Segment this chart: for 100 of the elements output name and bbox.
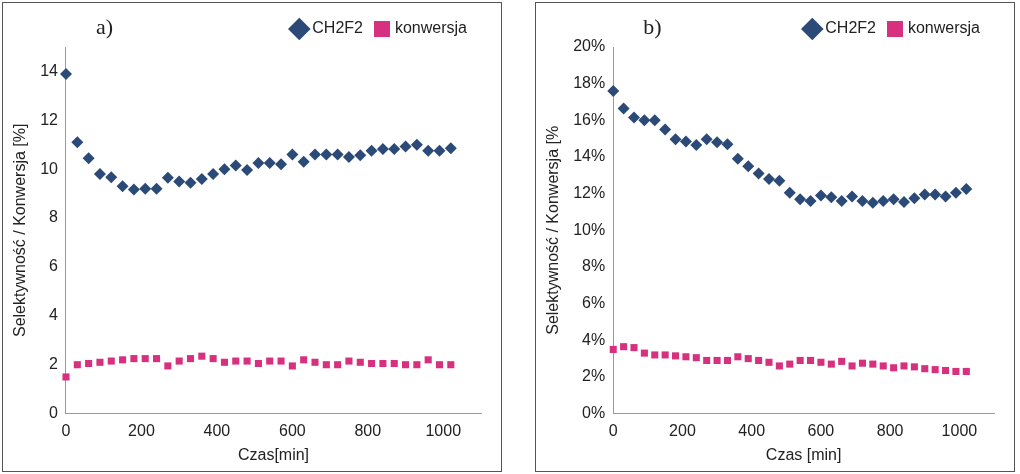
point (334, 361, 342, 369)
point (804, 194, 817, 207)
point (918, 188, 931, 201)
point (175, 357, 183, 365)
point (814, 189, 827, 202)
y-tick-label: 14 (40, 61, 59, 79)
point (734, 353, 742, 361)
x-tick-label: 400 (738, 421, 766, 439)
x-tick-label: 0 (608, 421, 618, 439)
point (218, 163, 231, 176)
point (648, 114, 661, 127)
point (921, 365, 929, 373)
y-tick-label: 10 (40, 159, 59, 177)
y-tick-label: 4% (582, 330, 606, 348)
point (835, 194, 848, 207)
point (254, 359, 262, 368)
point (93, 168, 106, 181)
point (723, 356, 731, 364)
point (127, 183, 140, 196)
point (682, 353, 690, 361)
point (241, 163, 254, 176)
point (379, 359, 387, 368)
y-tick-label: 8 (49, 208, 59, 226)
point (297, 155, 310, 168)
point (659, 123, 672, 136)
point (609, 345, 617, 353)
point (413, 361, 421, 369)
point (173, 175, 186, 188)
point (277, 357, 285, 365)
point (661, 351, 669, 359)
point (794, 193, 807, 206)
point (962, 367, 970, 375)
point (229, 159, 242, 172)
point (263, 157, 276, 170)
y-tick-label: 0% (582, 404, 606, 422)
point (139, 182, 152, 195)
x-tick-label: 800 (354, 421, 382, 439)
point (931, 366, 939, 374)
point (345, 357, 353, 365)
point (775, 362, 783, 370)
point (356, 358, 364, 366)
y-tick-label: 10% (573, 220, 606, 238)
point (331, 148, 344, 161)
point (960, 183, 973, 196)
y-tick-label: 20% (573, 37, 606, 55)
point (105, 171, 118, 184)
point (763, 172, 775, 185)
point (786, 360, 794, 368)
point (198, 352, 206, 360)
point (669, 133, 682, 146)
point (703, 356, 711, 364)
point (617, 102, 630, 115)
point (435, 361, 444, 369)
y-tick-label: 6% (582, 294, 606, 312)
point (692, 354, 700, 362)
point (848, 362, 856, 370)
point (62, 373, 70, 381)
point (184, 176, 197, 189)
point (773, 174, 786, 187)
point (858, 359, 866, 367)
point (783, 186, 796, 199)
point (288, 362, 296, 370)
point (444, 142, 457, 155)
text: b) (643, 13, 662, 39)
point (630, 344, 638, 352)
y-tick-label: 18% (573, 74, 606, 92)
point (376, 142, 389, 155)
point (627, 111, 640, 124)
x-tick-label: 1000 (941, 421, 978, 439)
point (447, 361, 455, 369)
point (85, 359, 93, 368)
x-tick-label: 1000 (425, 421, 462, 439)
legend-label: CH2F2 (825, 19, 877, 37)
point (286, 148, 299, 161)
point (638, 114, 651, 127)
x-tick-label: 0 (61, 421, 71, 439)
y-axis-title: Selektywność / Konwersja [%] (11, 123, 29, 338)
legend-label: CH2F2 (312, 19, 364, 37)
point (410, 138, 423, 151)
point (752, 167, 765, 180)
point (711, 136, 724, 149)
x-tick-label: 800 (876, 421, 904, 439)
point (700, 133, 713, 146)
point (342, 150, 355, 163)
point (713, 356, 721, 364)
point (60, 67, 72, 80)
point (252, 157, 265, 170)
x-tick-label: 200 (128, 421, 155, 439)
point (368, 359, 376, 368)
point (150, 182, 163, 195)
point (731, 152, 744, 165)
legend-label: konwersja (394, 19, 468, 37)
point (620, 343, 628, 351)
point (161, 171, 174, 184)
point (742, 160, 755, 173)
point (164, 362, 172, 370)
point (300, 356, 308, 364)
y-tick-label: 14% (573, 147, 606, 165)
x-tick-label: 400 (203, 421, 231, 439)
point (898, 195, 910, 208)
